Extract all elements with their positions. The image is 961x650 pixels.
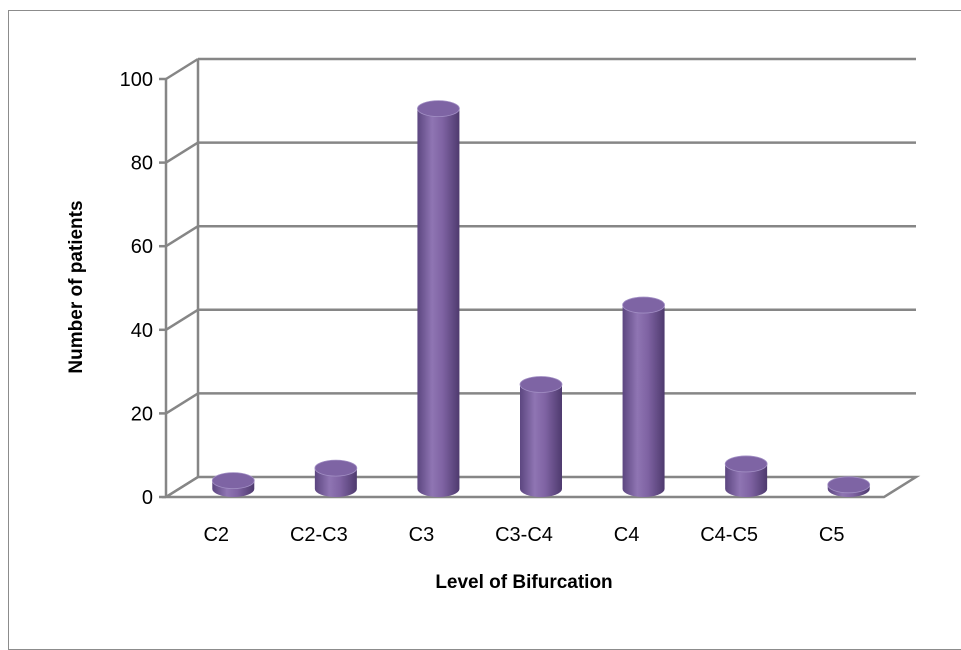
x-tick-label: C3-C4 bbox=[495, 524, 553, 546]
bar-top bbox=[724, 455, 768, 473]
bar-C2-C3 bbox=[314, 459, 358, 497]
bar-top bbox=[211, 472, 255, 490]
bar-body bbox=[417, 108, 460, 498]
bar-C4 bbox=[622, 296, 665, 497]
bar-C3 bbox=[417, 100, 460, 498]
side-grid-60 bbox=[165, 225, 199, 248]
x-tick-label: C5 bbox=[819, 524, 845, 546]
bar-chart: 0 20 40 60 80 100 C2 C2-C3 C3 C3-C4 C4 C4-C5 C5 Leve… bbox=[66, 57, 921, 593]
y-tick-label: 20 bbox=[131, 403, 153, 425]
floor bbox=[161, 475, 921, 499]
bar-body bbox=[725, 463, 768, 497]
bar-C5 bbox=[827, 476, 871, 497]
bar-top bbox=[827, 476, 871, 494]
x-tick-label: C3 bbox=[409, 524, 435, 546]
bar-top bbox=[417, 100, 460, 118]
bar-body bbox=[622, 305, 665, 497]
grid-layer bbox=[159, 57, 921, 499]
bar-C2 bbox=[211, 472, 255, 497]
y-tick-label: 60 bbox=[131, 236, 153, 258]
x-tick-label: C2-C3 bbox=[290, 524, 348, 546]
bar-C3-C4 bbox=[519, 376, 563, 497]
x-tick-label: C4-C5 bbox=[700, 524, 758, 546]
side-grid-40 bbox=[165, 308, 199, 331]
bar-body bbox=[520, 384, 562, 497]
bar-C4-C5 bbox=[724, 455, 768, 497]
side-grid-80 bbox=[165, 141, 199, 164]
bar-top bbox=[519, 376, 563, 393]
bars-layer bbox=[211, 100, 871, 498]
y-tick-label: 40 bbox=[131, 320, 153, 342]
y-axis-title: Number of patients bbox=[66, 200, 87, 373]
bar-top bbox=[622, 296, 665, 314]
x-axis-title: Level of Bifurcation bbox=[435, 572, 612, 593]
bar-top bbox=[314, 459, 358, 477]
side-grid-20 bbox=[165, 392, 199, 415]
x-tick-label: C2 bbox=[203, 524, 229, 546]
y-tick-label: 0 bbox=[142, 487, 153, 509]
x-tick-label: C4 bbox=[614, 524, 640, 546]
labels-layer: 0 20 40 60 80 100 C2 C2-C3 C3 C3-C4 C4 C4-C5 C5 bbox=[120, 69, 845, 546]
y-tick-label: 80 bbox=[131, 153, 153, 175]
side-grid-100 bbox=[165, 57, 199, 81]
y-tick-label: 100 bbox=[120, 69, 153, 91]
